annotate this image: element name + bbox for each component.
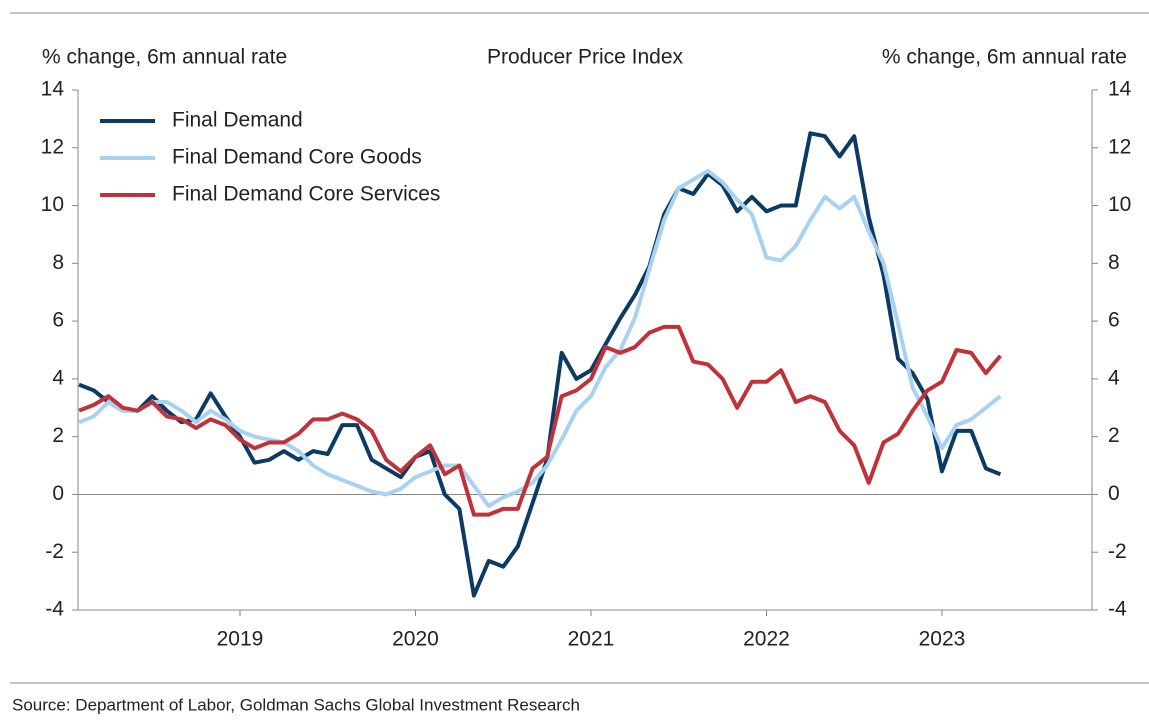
y2-tick-label: 14 xyxy=(1108,78,1132,101)
y-tick-label: -2 xyxy=(45,540,64,563)
y2-axis-label: % change, 6m annual rate xyxy=(882,46,1127,69)
legend-label: Final Demand Core Goods xyxy=(172,146,422,169)
y2-tick-label: 4 xyxy=(1108,366,1120,389)
y2-tick-label: 10 xyxy=(1108,193,1131,216)
y2-tick-label: 2 xyxy=(1108,424,1120,447)
y-tick-label: 2 xyxy=(52,424,64,447)
x-tick-label: 2019 xyxy=(217,628,264,651)
y2-tick-label: 0 xyxy=(1108,482,1120,505)
x-tick-label: 2021 xyxy=(568,628,615,651)
y-tick-label: 4 xyxy=(52,366,64,389)
y2-tick-label: 8 xyxy=(1108,251,1120,274)
y-tick-label: 0 xyxy=(52,482,64,505)
y2-tick-label: -4 xyxy=(1108,598,1127,621)
y-axis-label: % change, 6m annual rate xyxy=(42,46,287,69)
x-tick-label: 2022 xyxy=(743,628,790,651)
legend-label: Final Demand Core Services xyxy=(172,183,440,206)
y2-tick-label: 12 xyxy=(1108,135,1131,158)
legend-label: Final Demand xyxy=(172,109,303,132)
series-line xyxy=(78,324,1002,517)
y2-tick-label: -2 xyxy=(1108,540,1127,563)
y-tick-label: 14 xyxy=(41,78,65,101)
y2-tick-label: 6 xyxy=(1108,309,1120,332)
y-tick-label: 8 xyxy=(52,251,64,274)
x-tick-label: 2023 xyxy=(919,628,966,651)
series-line xyxy=(78,168,1002,508)
y-tick-label: 10 xyxy=(41,193,64,216)
y-tick-label: 6 xyxy=(52,309,64,332)
x-tick-label: 2020 xyxy=(392,628,439,651)
y-tick-label: 12 xyxy=(41,135,64,158)
chart-title: Producer Price Index xyxy=(487,46,684,69)
source-note: Source: Department of Labor, Goldman Sac… xyxy=(12,695,580,714)
y-tick-label: -4 xyxy=(45,598,64,621)
